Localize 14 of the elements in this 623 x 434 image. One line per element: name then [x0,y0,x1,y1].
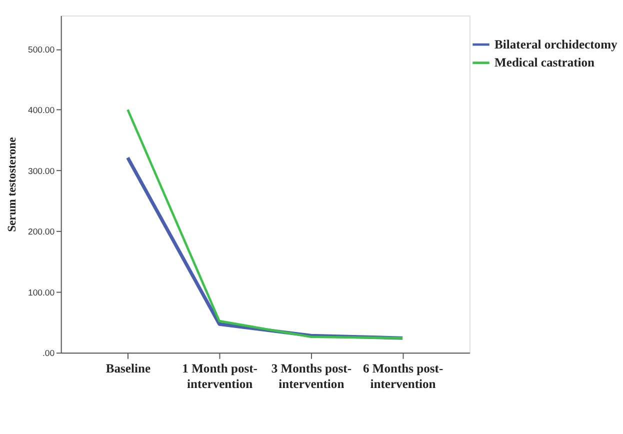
legend-label: Bilateral orchidectomy [494,37,618,52]
y-tick-label: 100.00 [28,287,55,298]
y-tick-label: .00 [42,348,55,358]
y-tick-label: 400.00 [28,105,55,116]
x-tick-label: 1 Month post-intervention [182,361,258,391]
line-series [126,108,404,340]
y-axis-title: Serum testosterone [5,137,18,232]
y-tick-label: 500.00 [28,44,55,54]
x-tick-label: Baseline [106,361,151,376]
y-tick-label: 300.00 [28,166,55,176]
y-tick-label: 200.00 [28,226,55,237]
legend-label: Medical castration [494,56,595,70]
x-tick-label: 3 Months post-intervention [271,361,352,391]
x-tick-label: 6 Months post-intervention [362,361,444,391]
